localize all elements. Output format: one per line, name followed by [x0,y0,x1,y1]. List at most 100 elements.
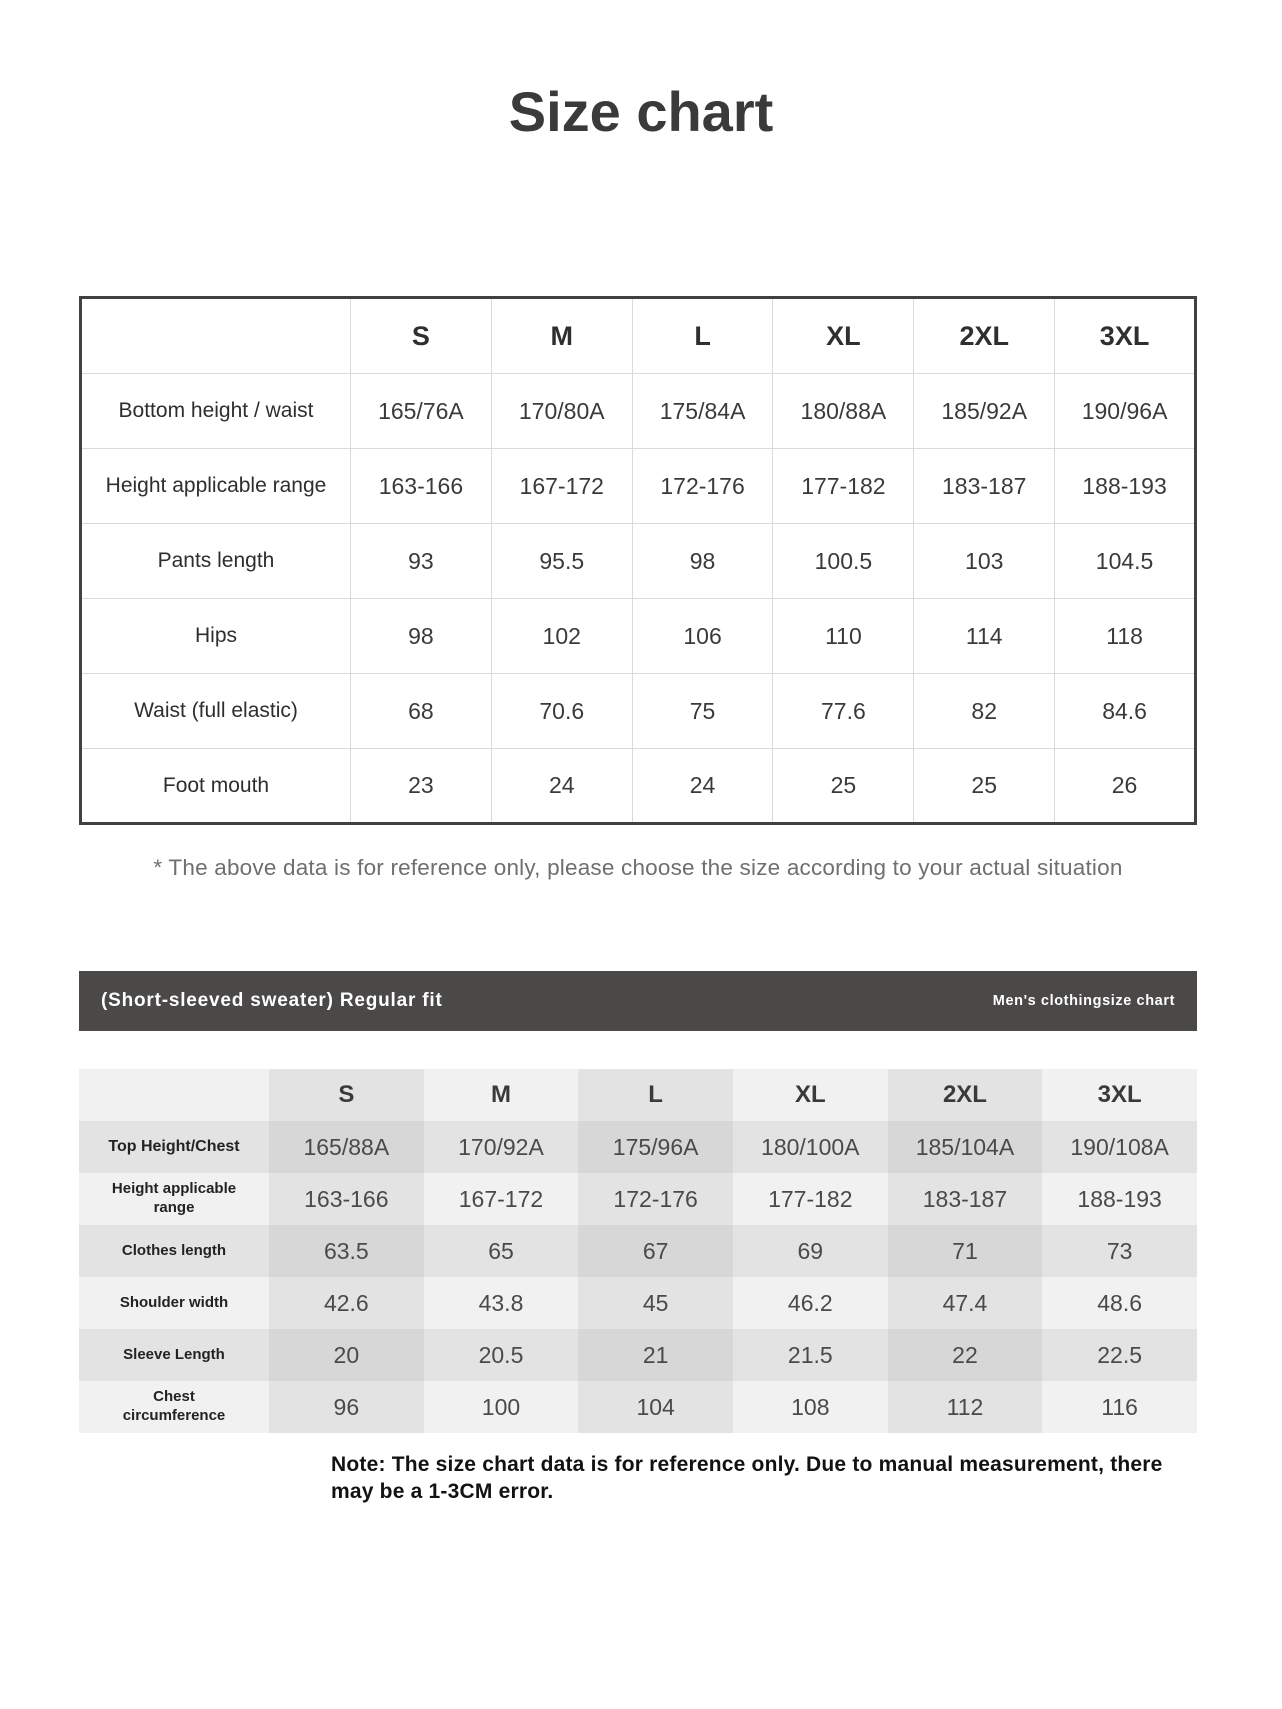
row-label: Bottom height / waist [80,373,351,449]
size-value: 70.6 [490,673,633,749]
size-value: 170/92A [423,1121,579,1173]
size-value: 100 [423,1381,579,1433]
size-value: 42.6 [269,1277,424,1329]
size-col-header: M [423,1069,579,1121]
size-col-header: S [269,1069,424,1121]
table-row: Height applicable range 163-166 167-172 … [80,448,1196,524]
size-value: 84.6 [1054,673,1196,749]
size-value: 24 [631,748,774,824]
size-value: 69 [732,1225,888,1277]
size-value: 65 [423,1225,579,1277]
size-value: 26 [1054,748,1196,824]
table-row: Hips 98 102 106 110 114 118 [80,598,1196,674]
size-col-header: 3XL [1054,297,1196,374]
row-label: Height applicable range [80,448,351,524]
size-value: 98 [350,598,492,674]
size-value: 43.8 [423,1277,579,1329]
row-label: Hips [80,598,351,674]
size-value: 180/100A [732,1121,888,1173]
row-label: Sleeve Length [79,1329,269,1381]
size-value: 185/104A [887,1121,1043,1173]
measurement-note: Note: The size chart data is for referen… [331,1453,1163,1504]
size-value: 73 [1042,1225,1197,1277]
size-value: 188-193 [1054,448,1196,524]
size-value: 185/92A [913,373,1056,449]
size-value: 23 [350,748,492,824]
size-value: 71 [887,1225,1043,1277]
size-value: 82 [913,673,1056,749]
size-value: 98 [631,523,774,599]
size-value: 163-166 [269,1173,424,1225]
size-value: 103 [913,523,1056,599]
row-label: Chest circumference [79,1381,269,1433]
table-row: Clothes length 63.5 65 67 69 71 73 [79,1225,1197,1277]
size-value: 100.5 [772,523,915,599]
size-value: 106 [631,598,774,674]
size-value: 25 [913,748,1056,824]
size-col-header: 3XL [1042,1069,1197,1121]
size-value: 67 [578,1225,733,1277]
size-value: 45 [578,1277,733,1329]
size-col-header: XL [732,1069,888,1121]
size-value: 48.6 [1042,1277,1197,1329]
table-row: Chest circumference 96 100 104 108 112 1… [79,1381,1197,1433]
table-row: Bottom height / waist 165/76A 170/80A 17… [80,373,1196,449]
size-col-header: L [578,1069,733,1121]
size-value: 20.5 [423,1329,579,1381]
table-row: Height applicable range 163-166 167-172 … [79,1173,1197,1225]
table-row: Foot mouth 23 24 24 25 25 26 [80,748,1196,824]
row-label: Top Height/Chest [79,1121,269,1173]
size-value: 21 [578,1329,733,1381]
size-value: 167-172 [423,1173,579,1225]
size-value: 114 [913,598,1056,674]
row-label: Clothes length [79,1225,269,1277]
size-value: 116 [1042,1381,1197,1433]
size-value: 110 [772,598,915,674]
pants-header-row: S M L XL 2XL 3XL [80,297,1196,374]
table-row: Waist (full elastic) 68 70.6 75 77.6 82 … [80,673,1196,749]
row-label: Foot mouth [80,748,351,824]
size-value: 104.5 [1054,523,1196,599]
size-value: 47.4 [887,1277,1043,1329]
size-value: 75 [631,673,774,749]
section-title: (Short-sleeved sweater) Regular fit [101,990,443,1011]
size-value: 46.2 [732,1277,888,1329]
size-value: 22 [887,1329,1043,1381]
empty-corner-cell [79,1069,269,1121]
empty-corner-cell [80,297,351,374]
size-value: 25 [772,748,915,824]
sweater-header-row: S M L XL 2XL 3XL [79,1069,1197,1121]
size-value: 93 [350,523,492,599]
size-value: 112 [887,1381,1043,1433]
table-row: Sleeve Length 20 20.5 21 21.5 22 22.5 [79,1329,1197,1381]
size-value: 20 [269,1329,424,1381]
size-value: 24 [490,748,633,824]
size-value: 96 [269,1381,424,1433]
row-label: Height applicable range [79,1173,269,1225]
page-title: Size chart [508,80,774,143]
table-row: Top Height/Chest 165/88A 170/92A 175/96A… [79,1121,1197,1173]
sweater-size-table: S M L XL 2XL 3XL Top Height/Chest 165/88… [79,1069,1197,1433]
size-value: 177-182 [772,448,915,524]
size-col-header: M [490,297,633,374]
size-value: 175/84A [631,373,774,449]
section-header-bar: (Short-sleeved sweater) Regular fit Men'… [79,971,1197,1031]
size-value: 63.5 [269,1225,424,1277]
size-value: 167-172 [490,448,633,524]
section-subtitle: Men's clothingsize chart [992,993,1175,1009]
content-area: S M L XL 2XL 3XL Bottom height / waist 1… [79,296,1197,1506]
size-value: 95.5 [490,523,633,599]
size-value: 163-166 [350,448,492,524]
size-value: 68 [350,673,492,749]
row-label: Waist (full elastic) [80,673,351,749]
pants-size-table: S M L XL 2XL 3XL Bottom height / waist 1… [79,296,1197,825]
size-value: 172-176 [631,448,774,524]
size-col-header: L [631,297,774,374]
table-row: Pants length 93 95.5 98 100.5 103 104.5 [80,523,1196,599]
reference-footnote: * The above data is for reference only, … [153,855,1123,880]
row-label: Shoulder width [79,1277,269,1329]
size-value: 21.5 [732,1329,888,1381]
size-value: 118 [1054,598,1196,674]
size-value: 175/96A [578,1121,733,1173]
size-value: 180/88A [772,373,915,449]
